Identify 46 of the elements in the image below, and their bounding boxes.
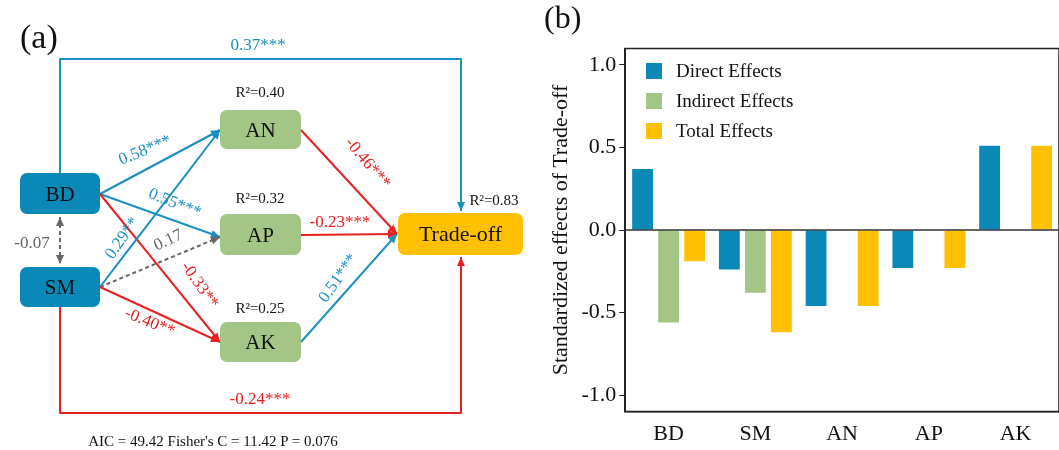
bar [805, 230, 827, 306]
x-tick-label: SM [739, 419, 772, 445]
text: 0.37*** [230, 35, 286, 54]
y-tick-label: 1.0 [588, 50, 617, 76]
y-tick-label: -1.0 [581, 380, 617, 406]
text: R²=0.25 [235, 300, 285, 316]
y-tick-label: -0.5 [581, 298, 617, 324]
text: 0.55*** [146, 183, 205, 222]
x-tick-label: BD [653, 419, 684, 445]
bar [944, 230, 966, 268]
text: -0.07 [14, 233, 51, 252]
bar [979, 145, 1001, 230]
text: AIC = 49.42 Fisher's C = 11.42 P = 0.076 [88, 433, 339, 449]
bar [770, 230, 792, 333]
category-label: AN [245, 117, 276, 142]
text: R²=0.83 [469, 192, 519, 208]
category-label: Trade-off [418, 221, 503, 246]
x-tick-label: AN [826, 419, 859, 445]
category-label: AP [247, 222, 274, 247]
bar [718, 230, 740, 270]
y-axis-title: Standardized effects of Trade-off [546, 84, 572, 376]
legend-label: Direct Effects [676, 60, 782, 82]
x-tick-label: AP [914, 419, 943, 445]
text: -0.24*** [229, 389, 291, 408]
legend-label: Indirect Effects [676, 90, 794, 112]
text: (a) [20, 18, 58, 56]
category-label: BD [45, 181, 75, 206]
text: R²=0.40 [235, 84, 285, 100]
x-tick-label: AK [999, 419, 1032, 445]
bar [892, 230, 914, 268]
bar [658, 230, 680, 323]
chart-title: (b) [544, 0, 582, 35]
bar [684, 230, 706, 262]
bar [632, 168, 653, 230]
y-tick-label: 0.5 [588, 133, 617, 159]
text: 0.17 [150, 224, 186, 255]
y-tick-label: 0.0 [588, 215, 617, 241]
text: -0.40** [122, 302, 179, 341]
text: -0.23*** [309, 212, 371, 231]
text: R²=0.32 [235, 190, 285, 206]
bar [857, 230, 879, 306]
legend-label: Total Effects [676, 120, 773, 142]
category-label: SM [44, 275, 76, 299]
category-label: AK [245, 330, 276, 354]
bar [744, 230, 766, 293]
bar [1031, 145, 1053, 230]
